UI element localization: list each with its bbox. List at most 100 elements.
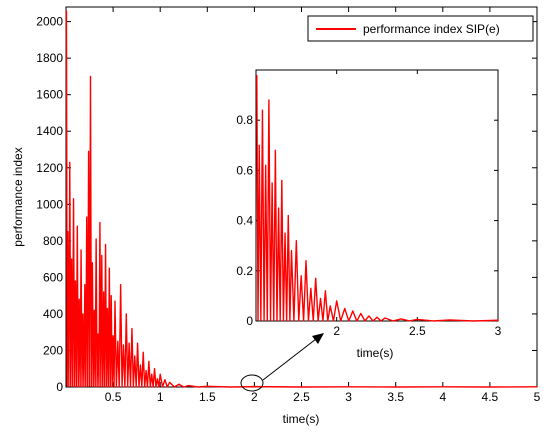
legend: performance index SIP(e) [307, 15, 534, 42]
data-point [368, 315, 369, 316]
data-point [82, 313, 83, 314]
data-point [256, 74, 257, 75]
data-point [188, 385, 189, 386]
data-point [315, 278, 316, 279]
y-tick-label: 800 [43, 234, 63, 248]
data-point [73, 198, 74, 199]
data-point [497, 320, 498, 321]
x-tick-label: 2.5 [293, 390, 310, 404]
data-point [123, 344, 124, 345]
x-tick-label: 5 [534, 390, 541, 404]
data-point [442, 386, 443, 387]
data-point [320, 298, 321, 299]
data-point [254, 386, 255, 387]
data-point [157, 378, 158, 379]
main-series-group [65, 10, 538, 388]
main-x-tick-labels: 0.5 1 1.5 2 2.5 3 3.5 4 4.5 5 [105, 390, 541, 404]
main-y-axis-label: performance index [11, 147, 25, 246]
data-point [291, 250, 292, 251]
data-point [117, 341, 118, 342]
data-point [275, 150, 276, 151]
inset-x-axis-label: time(s) [357, 346, 394, 360]
data-point [96, 238, 97, 239]
y-tick-label: 1200 [36, 161, 63, 175]
data-point [94, 310, 95, 311]
x-tick-label: 3 [345, 390, 352, 404]
data-point [301, 275, 302, 276]
data-point [417, 319, 418, 320]
zoom-arrow-head [312, 333, 324, 344]
data-point [384, 317, 385, 318]
data-point [109, 268, 110, 269]
data-point [259, 145, 260, 146]
data-point [325, 290, 326, 291]
data-point [131, 328, 132, 329]
x-tick-label: 4.5 [482, 390, 499, 404]
main-y-tick-labels: 0 200 400 600 800 1000 1200 1400 1600 1800 2000 [36, 15, 63, 394]
x-tick-label: 2 [251, 390, 258, 404]
data-point [272, 182, 273, 183]
y-tick-label: 1800 [36, 51, 63, 65]
data-point [164, 379, 165, 380]
data-point [97, 333, 98, 334]
x-tick-label: 2.5 [409, 324, 426, 338]
data-point [151, 374, 152, 375]
data-point [278, 207, 279, 208]
data-point [114, 301, 115, 302]
series-line [65, 10, 538, 388]
data-point [113, 335, 114, 336]
data-point [105, 244, 106, 245]
data-point [137, 343, 138, 344]
y-tick-label: 0.2 [236, 264, 253, 278]
data-point [77, 226, 78, 227]
data-point [352, 310, 353, 311]
y-tick-label: 400 [43, 307, 63, 321]
y-tick-label: 1000 [36, 197, 63, 211]
data-point [69, 162, 70, 163]
data-point [344, 308, 345, 309]
data-point [67, 231, 68, 232]
data-point [86, 217, 87, 218]
data-point [281, 180, 282, 181]
y-tick-label: 1600 [36, 88, 63, 102]
inset-axes: 2 2.5 3 00.20.40.60.8 time(s) [236, 69, 502, 360]
data-point [134, 355, 135, 356]
data-point [101, 255, 102, 256]
y-tick-label: 600 [43, 270, 63, 284]
data-point [336, 300, 337, 301]
x-tick-label: 0.5 [105, 390, 122, 404]
x-tick-label: 2 [333, 324, 340, 338]
data-point [145, 370, 146, 371]
data-point [90, 76, 91, 77]
data-point [92, 262, 93, 263]
x-tick-label: 1.5 [199, 390, 216, 404]
inset-series-group [256, 74, 499, 322]
data-point [401, 318, 402, 319]
data-point [120, 284, 121, 285]
data-point [296, 240, 297, 241]
legend-entry-label: performance index SIP(e) [363, 22, 500, 36]
y-tick-label: 0.4 [236, 214, 253, 228]
data-point [348, 386, 349, 387]
data-point [84, 284, 85, 285]
data-point [160, 374, 161, 375]
data-point [265, 165, 266, 166]
data-point [376, 317, 377, 318]
data-point [71, 259, 72, 260]
y-tick-label: 0 [56, 380, 63, 394]
data-point [103, 291, 104, 292]
data-point [107, 308, 108, 309]
data-point [129, 343, 130, 344]
data-point [126, 313, 127, 314]
data-point [178, 384, 179, 385]
x-tick-label: 1 [157, 390, 164, 404]
data-point [154, 368, 155, 369]
data-point [310, 288, 311, 289]
data-point [284, 233, 285, 234]
x-tick-label: 3.5 [387, 390, 404, 404]
data-point [360, 313, 361, 314]
data-point [99, 222, 100, 223]
zoom-arrow-line [262, 338, 317, 381]
data-point [148, 361, 149, 362]
